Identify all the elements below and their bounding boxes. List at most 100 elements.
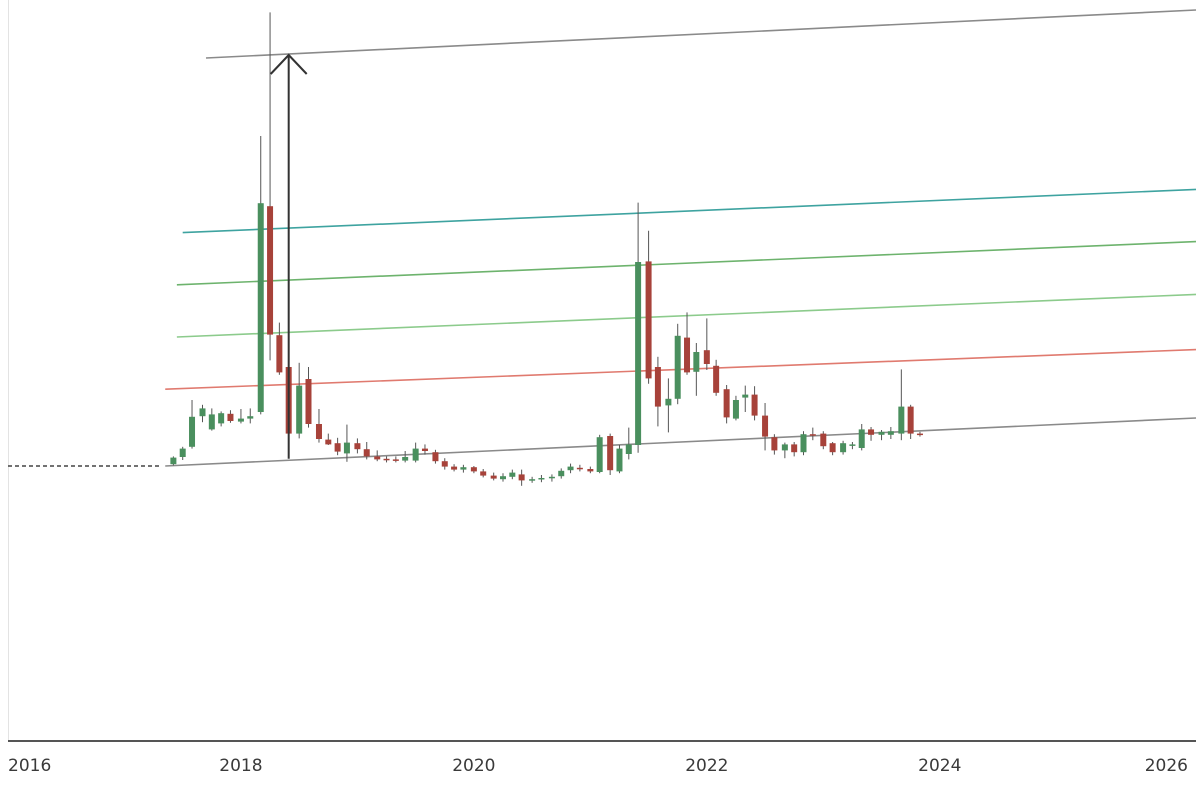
- candle: [490, 472, 497, 481]
- candle: [713, 359, 720, 396]
- candle: [421, 444, 428, 455]
- candle: [625, 427, 632, 460]
- candle: [665, 378, 672, 433]
- candle: [645, 230, 652, 384]
- level-lightgreen-line: [176, 293, 1197, 338]
- candle: [840, 440, 847, 455]
- candle: [179, 446, 186, 460]
- candle-body: [654, 367, 661, 407]
- candle-body: [199, 408, 206, 417]
- candle-body: [470, 467, 477, 472]
- candle: [567, 463, 574, 474]
- candle-body: [218, 413, 225, 424]
- candle-body: [490, 475, 497, 479]
- candle-body: [607, 436, 614, 471]
- candle-body: [558, 470, 565, 477]
- candle: [800, 431, 807, 456]
- candle: [412, 442, 419, 463]
- candle-body: [887, 431, 894, 435]
- candle-body: [684, 337, 691, 373]
- candle: [771, 434, 778, 455]
- candle-body: [791, 444, 798, 453]
- candle: [887, 427, 894, 439]
- candle: [343, 424, 350, 462]
- x-tick-label: 2024: [918, 756, 961, 776]
- candle: [674, 323, 681, 405]
- candle-body: [762, 415, 769, 437]
- channel-bottom-line: [165, 417, 1197, 467]
- candle-body: [325, 439, 332, 445]
- candle: [820, 431, 827, 450]
- candle-body: [596, 437, 603, 472]
- x-tick-label: 2020: [452, 756, 495, 776]
- candle: [383, 456, 390, 463]
- candle-body: [480, 471, 487, 476]
- candle-body: [363, 449, 370, 457]
- candle: [616, 445, 623, 474]
- arrow-head: [269, 53, 308, 75]
- candle-body: [227, 413, 234, 421]
- candle: [227, 410, 234, 423]
- candle: [170, 456, 177, 466]
- candle-body: [305, 379, 312, 424]
- candle-body: [576, 467, 583, 470]
- candle-body: [723, 389, 730, 418]
- candle: [791, 442, 798, 457]
- candle: [538, 475, 545, 483]
- candle: [460, 464, 467, 473]
- candle-body: [170, 457, 177, 465]
- candle-body: [809, 434, 816, 436]
- candle-body: [703, 350, 710, 364]
- trend-lines: [165, 9, 1197, 467]
- candle-body: [354, 443, 361, 450]
- x-tick-label: 2022: [685, 756, 728, 776]
- candle: [684, 312, 691, 375]
- candle-body: [412, 448, 419, 461]
- candle: [208, 408, 215, 431]
- candle-body: [267, 206, 274, 335]
- candle: [374, 450, 381, 462]
- candle-body: [800, 434, 807, 453]
- candle: [441, 458, 448, 470]
- candle-body: [898, 406, 905, 434]
- candle: [742, 385, 749, 412]
- candle: [596, 434, 603, 474]
- candle: [470, 466, 477, 474]
- candle: [732, 395, 739, 421]
- candle-body: [334, 443, 341, 452]
- candle: [325, 433, 332, 445]
- candle: [363, 442, 370, 460]
- candle: [868, 427, 875, 441]
- candle: [402, 451, 409, 463]
- candle: [849, 442, 856, 450]
- candle-body: [315, 424, 322, 439]
- candle-body: [751, 394, 758, 416]
- candle: [189, 400, 196, 449]
- candle-body: [616, 448, 623, 472]
- candle-body: [840, 443, 847, 453]
- candle-body: [538, 478, 545, 480]
- candle-body: [276, 335, 283, 373]
- candle: [334, 437, 341, 456]
- candle: [809, 427, 816, 441]
- candle-body: [732, 400, 739, 419]
- candle: [518, 469, 525, 486]
- upward-arrow: [269, 53, 308, 459]
- candle: [654, 356, 661, 427]
- candle: [451, 464, 458, 472]
- candle-body: [529, 479, 536, 481]
- candle-body: [907, 406, 914, 434]
- candle-body: [500, 476, 506, 480]
- candle: [858, 424, 865, 451]
- candle: [907, 404, 914, 439]
- x-tick-label: 2018: [219, 756, 262, 776]
- candle: [576, 464, 583, 472]
- candle-body: [878, 431, 885, 435]
- candle: [635, 202, 642, 453]
- candle: [392, 456, 399, 463]
- candle-body: [392, 459, 399, 461]
- candle-body: [665, 398, 672, 406]
- candle-body: [179, 448, 186, 457]
- candle-body: [509, 472, 516, 477]
